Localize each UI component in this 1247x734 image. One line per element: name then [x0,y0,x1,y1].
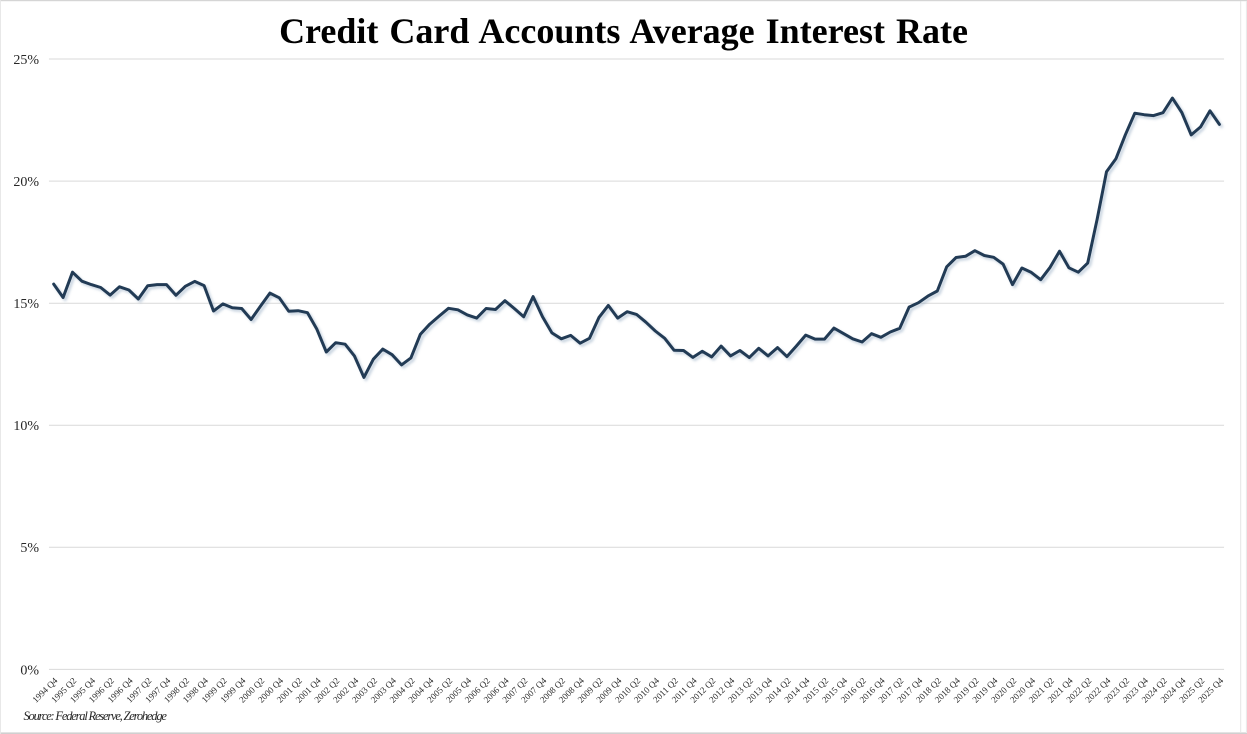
svg-text:10%: 10% [13,419,39,434]
svg-text:Source: Federal Reserve, Zeroh: Source: Federal Reserve, Zerohedge [24,709,168,723]
svg-text:20%: 20% [13,175,39,190]
svg-text:15%: 15% [13,297,39,312]
svg-text:25%: 25% [13,53,39,68]
svg-text:0%: 0% [20,663,39,678]
svg-text:Credit Card Accounts Average I: Credit Card Accounts Average Interest Ra… [279,11,968,51]
svg-text:5%: 5% [20,541,39,556]
